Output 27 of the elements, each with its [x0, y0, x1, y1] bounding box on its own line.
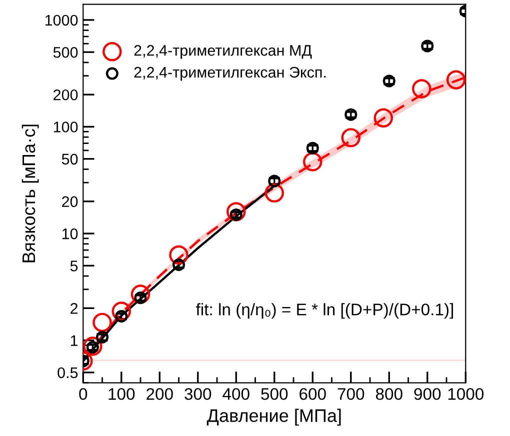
- x-tick-label: 400: [222, 388, 250, 400]
- x-tick-label: 1000: [448, 388, 484, 400]
- y-tick-label: 2: [70, 303, 78, 314]
- x-tick-label: 200: [146, 388, 173, 400]
- y-tick-label: 10: [62, 228, 78, 240]
- y-tick-label: 20: [62, 196, 78, 208]
- y-axis-title: Вязкость [мПа·с]: [22, 124, 39, 262]
- x-tick-label: 300: [184, 388, 212, 400]
- x-tick-label: 900: [414, 388, 441, 400]
- legend-label: 2,2,4-триметилгексан МД: [134, 45, 312, 59]
- y-tick-label: 5: [70, 260, 78, 272]
- annotation: fit: ln (η/η₀) = E * ln [(D+P)/(D+0.1)]: [196, 303, 453, 319]
- legend-label: 2,2,4-триметилгексан Эксп.: [134, 66, 326, 81]
- x-tick-label: 600: [300, 388, 326, 400]
- y-tick-label: 1000: [45, 14, 78, 26]
- x-tick-label: 500: [261, 388, 288, 400]
- y-tick-label: 200: [54, 89, 78, 100]
- y-tick-label: 100: [54, 122, 78, 132]
- x-tick-label: 700: [338, 388, 364, 400]
- y-tick-label: 500: [53, 46, 78, 58]
- y-tick-label: 0.5: [58, 367, 78, 378]
- y-tick-label: 50: [62, 154, 78, 165]
- y-tick-label: 1: [70, 335, 78, 346]
- x-tick-label: 800: [376, 388, 402, 400]
- x-tick-label: 0: [79, 388, 88, 400]
- x-axis-title: Давление [МПа]: [206, 408, 341, 426]
- x-tick-label: 100: [108, 388, 135, 400]
